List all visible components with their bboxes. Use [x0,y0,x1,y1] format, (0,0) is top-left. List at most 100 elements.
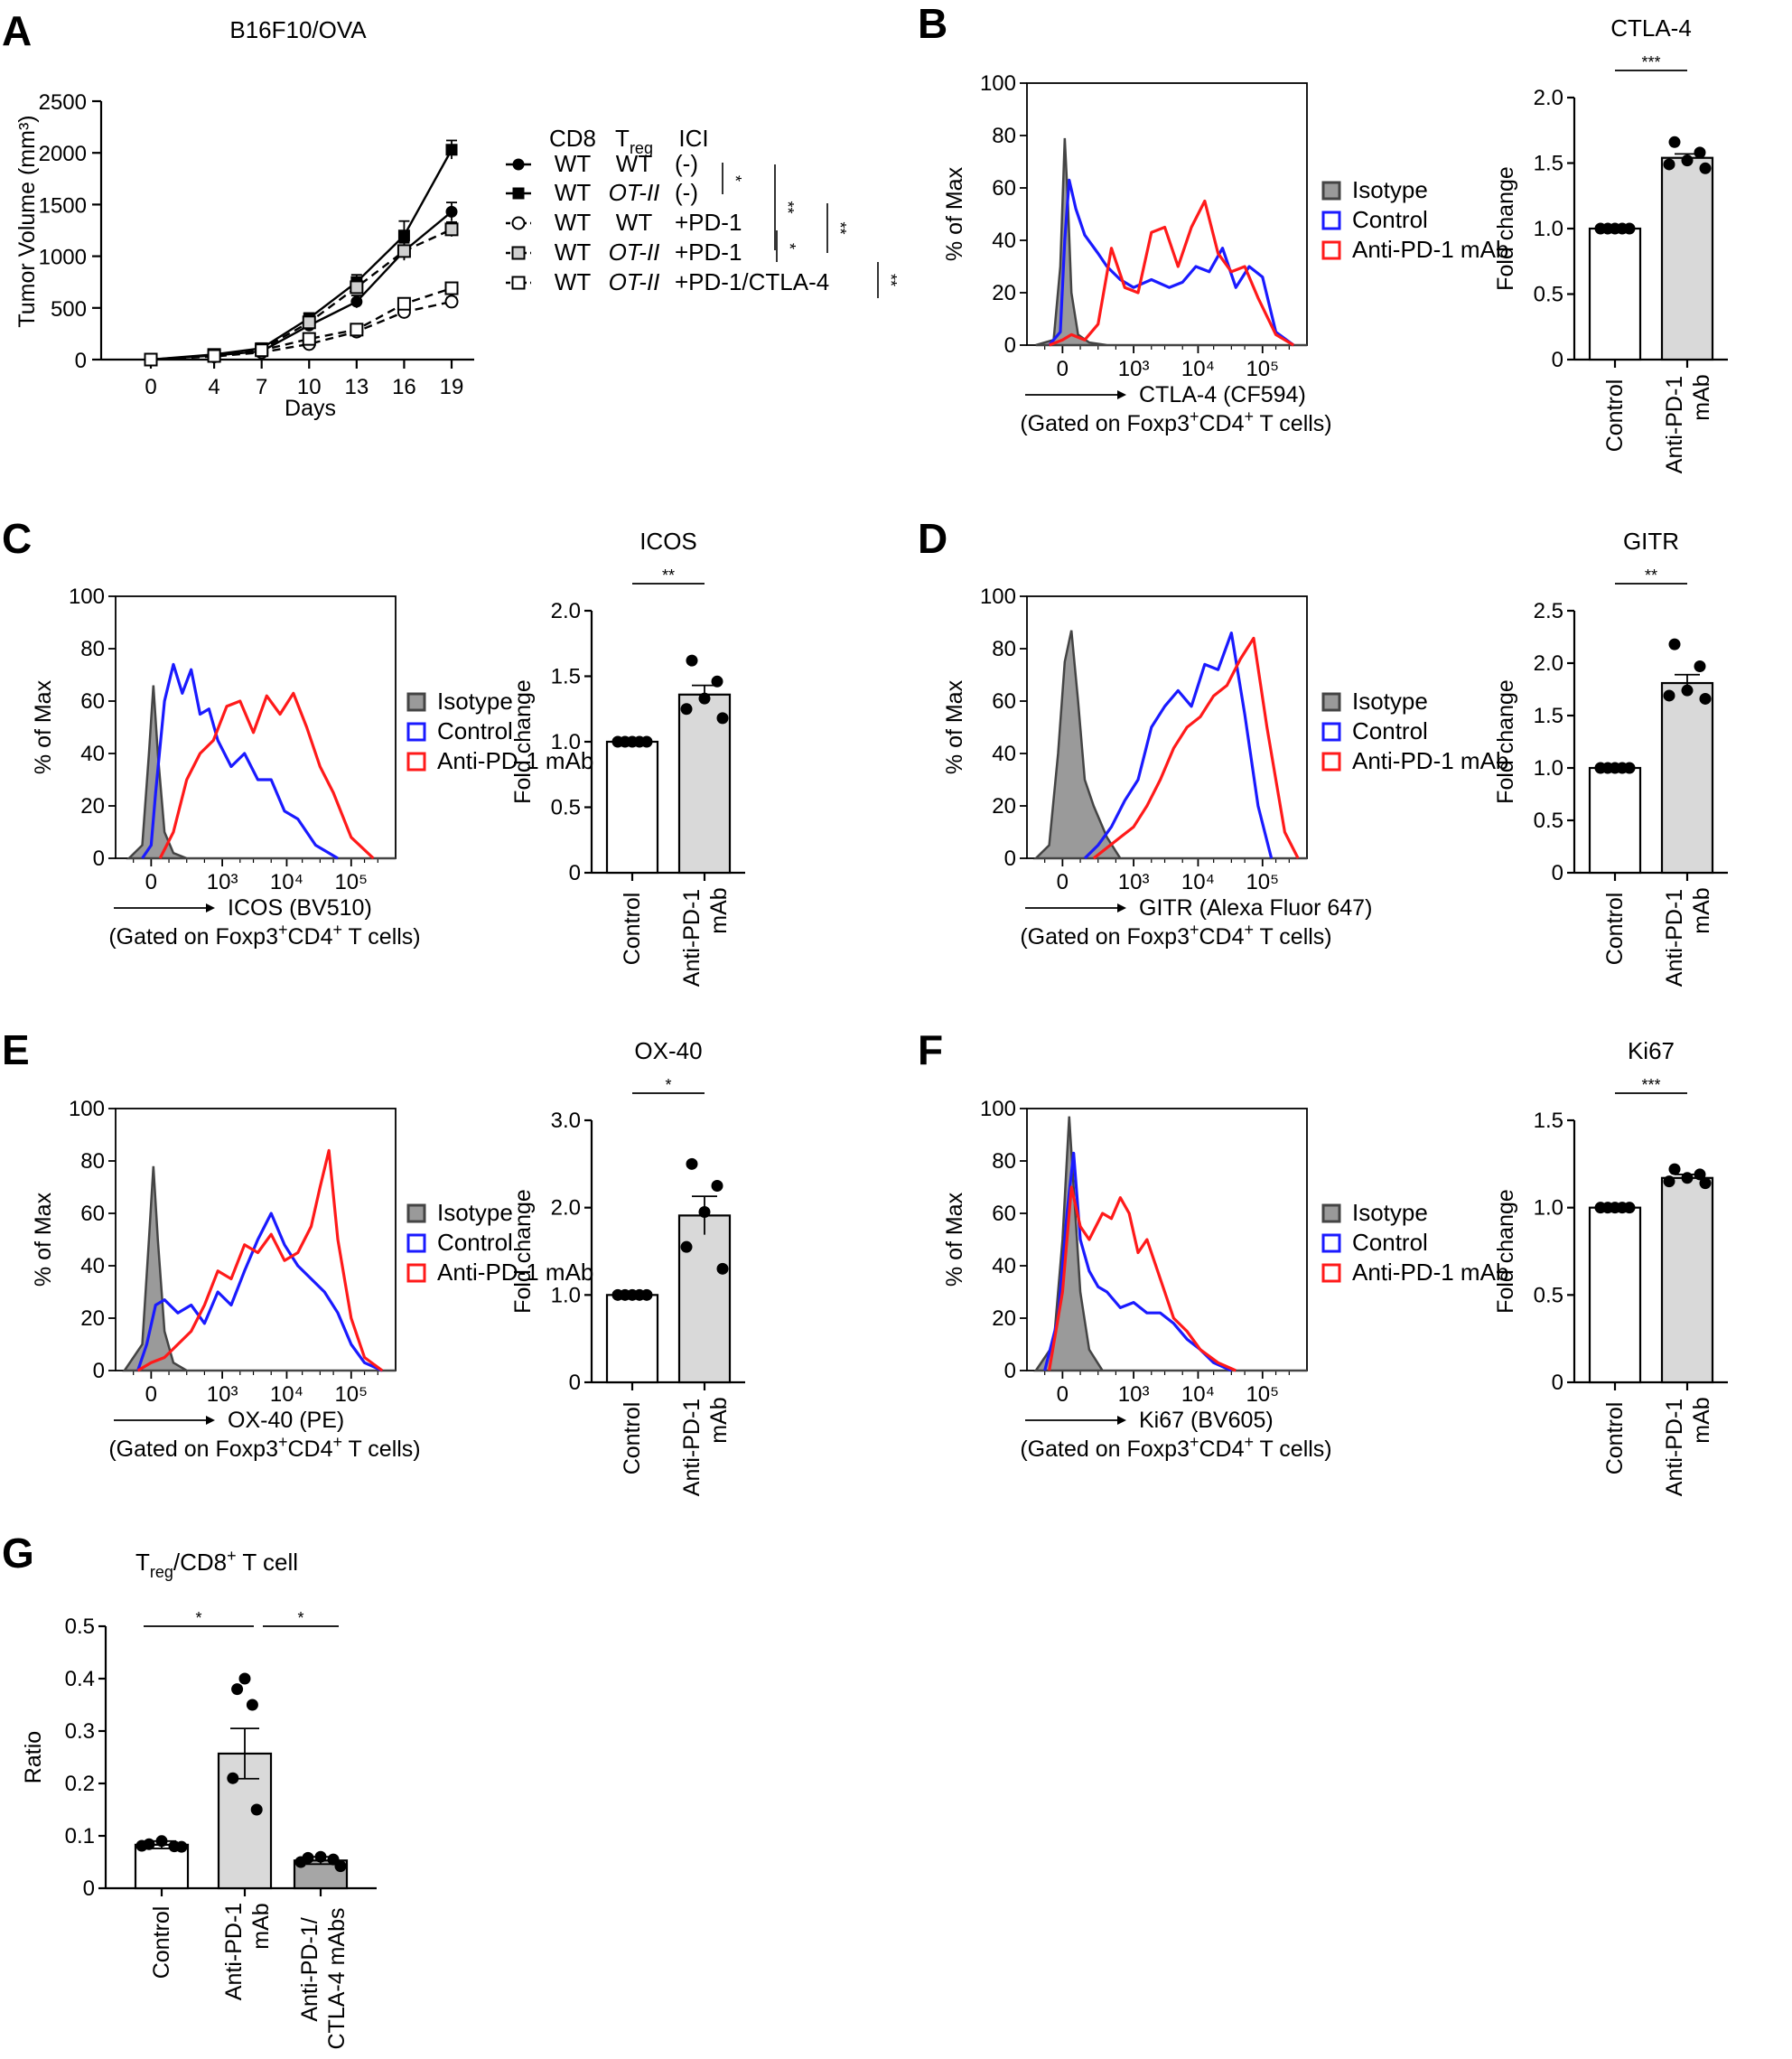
y-tick-label: 1.0 [1534,1196,1563,1221]
gating-label-part: + [1245,921,1255,939]
y-tick-label: 2.0 [551,599,581,623]
legend-header-treg-text: T [615,125,630,152]
x-tick-label: 10⁵ [1246,357,1279,381]
data-point [680,703,693,716]
gating-label: (Gated on Foxp3+CD4+ T cells) [108,1433,420,1462]
category-label-control: Control [1602,379,1628,453]
y-tick-label: 60 [992,1202,1016,1226]
y-tick-label: 20 [80,794,105,819]
legend-cd8: WT [555,239,592,266]
x-tick-label: 16 [392,375,416,399]
gating-label-part: CD4 [1199,411,1245,436]
x-tick-label: 10⁴ [270,1382,303,1407]
panel-g-title-pre: T [135,1549,150,1576]
y-tick-label: 0 [75,349,87,373]
y-tick-label: 0 [1004,1359,1016,1383]
y-tick-label: 40 [992,742,1016,766]
gating-label-part: T cells) [342,1437,421,1462]
gating-label: (Gated on Foxp3+CD4+ T cells) [108,921,420,950]
y-tick-label: 0.5 [65,1614,95,1639]
data-point [711,1180,723,1192]
legend-swatch-anti [1321,240,1341,260]
data-point [238,1672,251,1685]
y-tick-label: 500 [51,297,87,322]
y-tick-label: 100 [69,1097,105,1121]
bar-anti-pd1 [1660,681,1714,875]
data-point [1694,146,1706,159]
x-tick-label: 0 [145,1382,157,1407]
y-tick-label: 80 [992,1149,1016,1174]
legend-ici: +PD-1 [675,239,742,266]
legend-label-isotype: Isotype [437,1199,513,1226]
data-point [250,1803,263,1816]
data-point [155,1835,168,1848]
legend-treg: OT-II [609,179,660,206]
y-axis-title: % of Max [942,166,967,261]
data-point [711,675,723,688]
legend-label-control: Control [1352,717,1428,744]
y-tick-label: 20 [992,794,1016,819]
significance-stars: ** [831,221,849,234]
y-tick-label: 60 [80,1202,105,1226]
legend-swatch-anti [406,1263,426,1283]
gating-label-part: + [278,921,288,939]
significance-stars: ** [779,201,797,213]
panel-a-tumor-growth: B16F10/OVA 0 500 1000 1500 2000 2500 0 4 7 10 13 16… [14,16,900,421]
y-tick-label: 1.0 [1534,756,1563,781]
y-tick-label: 40 [992,1254,1016,1278]
y-tick-label: 80 [992,637,1016,661]
category-label-control: Control [149,1906,174,1979]
legend-label-isotype: Isotype [1352,1199,1428,1226]
y-tick-label: 0 [1552,861,1563,885]
x-tick-label: 4 [208,375,219,399]
y-axis-title: Fold change [1493,166,1518,291]
x-tick-label: 10⁵ [334,1382,368,1407]
gating-label-part: + [333,921,343,939]
gating-label-part: + [1190,1433,1199,1451]
x-tick-label: 10⁵ [1246,870,1279,894]
isotype-histogram [1032,630,1307,860]
x-tick-label: 10⁴ [1181,870,1215,894]
series-5-point [144,352,158,367]
bar-anti-pd1 [677,1214,732,1384]
x-axis-title: GITR (Alexa Fluor 647) [1139,895,1372,921]
legend-header-treg-sub: reg [630,139,653,157]
x-tick-label: 10⁴ [1181,357,1215,381]
y-tick-label: 2.0 [1534,651,1563,676]
panel-g-title-mid: /CD8 [173,1549,227,1576]
data-point [314,1850,327,1863]
y-tick-label: 1.0 [551,730,581,754]
anti-pd1-histogram [1049,199,1295,347]
legend-swatch-control [406,1233,426,1253]
axis-arrow-head [206,903,215,913]
data-point [1681,1172,1694,1184]
y-tick-label: 100 [980,585,1016,609]
data-point [686,1157,698,1170]
x-tick-label: 7 [256,375,267,399]
y-tick-label: 1.5 [1534,704,1563,728]
legend-swatch-anti [1321,752,1341,772]
y-tick-label: 0.3 [65,1719,95,1744]
gating-label-part: CD4 [288,924,333,950]
data-point [1663,158,1675,171]
bar-control [1588,766,1642,875]
x-axis-title: Days [285,396,336,421]
y-axis-title: % of Max [31,679,56,774]
series-1-point [445,205,458,218]
legend-swatch-isotype [1321,1203,1341,1223]
legend-ici: (-) [675,179,698,206]
series-1-point [350,295,363,308]
x-tick-label: 0 [145,870,157,894]
panel-a-line-chart: 0 500 1000 1500 2000 2500 0 4 7 10 13 16 19 Days Tumor… [14,90,474,421]
gating-label-part: + [1190,921,1199,939]
legend-swatch-control [406,722,426,742]
y-tick-label: 0 [83,1876,95,1901]
y-axis-title: Fold change [510,679,536,804]
x-tick-label: 13 [344,375,369,399]
legend-swatch-isotype [406,1203,426,1223]
y-tick-label: 100 [980,71,1016,96]
data-point [686,654,698,667]
x-tick-label: 0 [1057,870,1069,894]
legend-marker [512,187,525,200]
